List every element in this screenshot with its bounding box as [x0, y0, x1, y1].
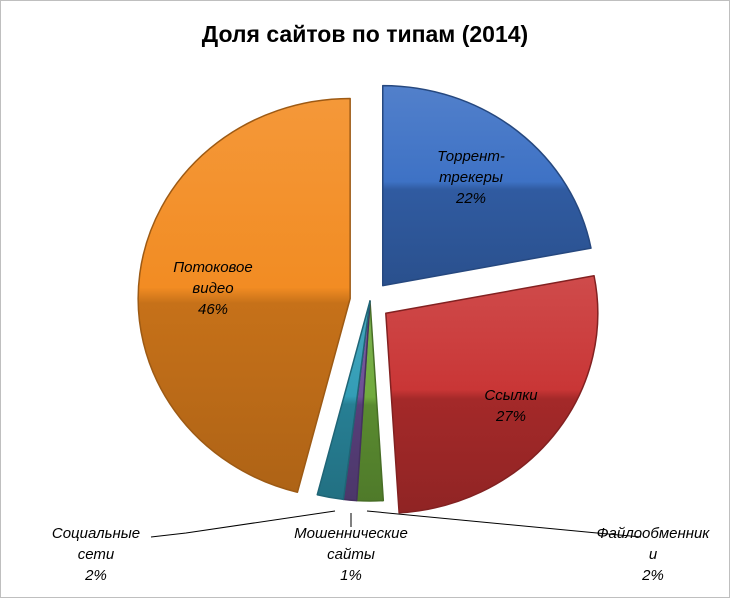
pie-slice-ссылки: [385, 275, 599, 514]
pie-slice-социальные-сети: [316, 300, 371, 501]
labels-layer: Торрент-трекеры 22% Ссылки 27% Файлообменник…: [52, 148, 710, 584]
data-label-ссылки: Ссылки 27%: [484, 387, 538, 425]
data-label-торрент-трекеры: Торрент-трекеры 22%: [437, 148, 505, 207]
leader-lines-layer: [150, 510, 642, 538]
data-label-файлообменники: Файлообменник и 2%: [597, 525, 711, 584]
chart-title: Доля сайтов по типам (2014): [201, 21, 529, 47]
pie-slice-торрент-трекеры: [381, 84, 592, 287]
data-label-потоковое-видео: Потоковое видео 46%: [173, 259, 253, 318]
pie-slice-потоковое-видео: [137, 97, 351, 493]
data-label-социальные-сети: Социальные сети 2%: [52, 525, 140, 584]
leader-line-социальные-сети: [150, 510, 336, 538]
leader-line-файлообменники: [366, 510, 642, 538]
slices-layer: [137, 84, 599, 514]
data-label-мошеннические-сайты: Мошеннические сайты 1%: [294, 525, 408, 584]
